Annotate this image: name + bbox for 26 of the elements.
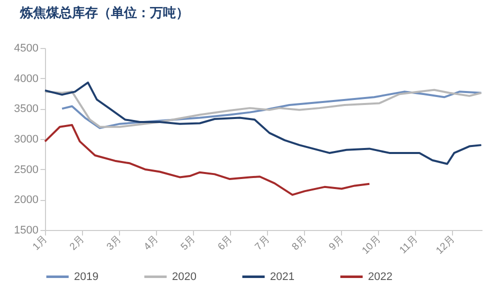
legend-label: 2019 [74,270,98,283]
x-tick-label: 4月 [142,234,161,253]
legend-label: 2022 [368,270,392,283]
x-tick-label: 8月 [290,234,309,253]
y-tick-label: 3000 [14,134,38,146]
x-tick-label: 6月 [216,234,235,253]
y-tick-label: 2500 [14,164,38,176]
x-tick-label: 9月 [327,234,346,253]
x-tick-label: 12月 [434,234,458,257]
x-tick-label: 10月 [360,234,384,257]
legend-label: 2021 [270,270,294,283]
line-series [44,124,370,196]
x-tick-label: 7月 [253,234,272,253]
x-tick-label: 2月 [68,234,87,253]
y-tick-label: 3500 [14,103,38,116]
y-tick-label: 2000 [14,194,38,206]
y-tick-label: 4500 [14,42,38,54]
y-tick-label: 4000 [14,72,38,85]
x-tick-label: 5月 [179,234,198,253]
x-tick-label: 3月 [105,234,124,253]
x-tick-label: 11月 [398,234,420,256]
legend-label: 2020 [172,270,196,283]
x-tick-label: 1月 [30,234,50,253]
line-series [44,82,482,165]
y-tick-label: 1500 [14,224,38,236]
chart-title: 炼焦煤总库存（单位：万吨） [19,5,189,20]
